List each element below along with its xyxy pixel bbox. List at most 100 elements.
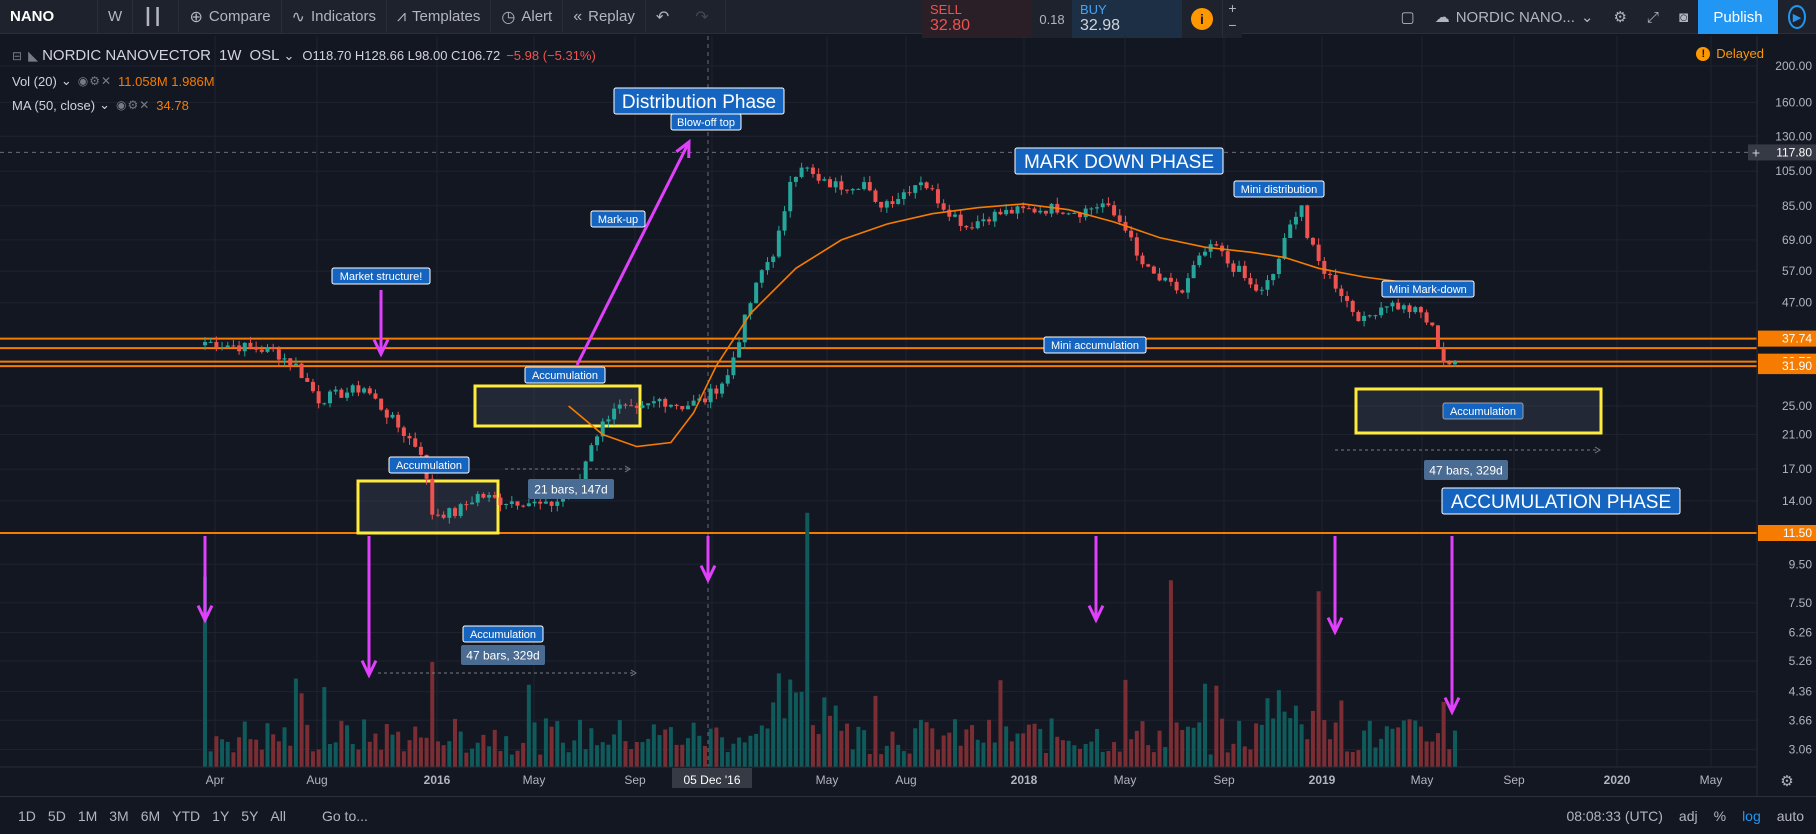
compare-button[interactable]: ⊕ Compare	[179, 0, 282, 34]
volume-bar	[481, 734, 486, 767]
volume-bar	[714, 727, 719, 767]
volume-bar	[759, 725, 764, 767]
range-3m[interactable]: 3M	[109, 807, 129, 824]
candle-body	[1350, 300, 1355, 312]
volume-bar	[509, 754, 514, 767]
range-1m[interactable]: 1M	[77, 807, 98, 824]
volume-bar	[1231, 743, 1236, 767]
volume-bar	[924, 722, 929, 767]
range-1y[interactable]: 1Y	[212, 807, 230, 824]
volume-climax-arrow-head	[360, 659, 378, 679]
replay-button[interactable]: « Replay	[563, 0, 646, 34]
volume-bar	[526, 684, 531, 767]
mini_accumulation-box	[1043, 336, 1147, 354]
collapse-icon[interactable]: ⊟	[12, 48, 23, 63]
time-tick-label: 2018	[1011, 773, 1038, 787]
candle-body	[850, 189, 855, 191]
range-ytd[interactable]: YTD	[172, 807, 201, 824]
candle-body	[703, 398, 707, 403]
interval-label: W	[108, 8, 123, 25]
candle-body	[918, 182, 923, 186]
snapshot-button[interactable]: ◙	[1669, 0, 1698, 34]
sell-button[interactable]: SELL 32.80	[922, 0, 1032, 38]
volume-bar	[697, 735, 702, 767]
markup-box	[590, 210, 646, 228]
undo-button[interactable]: ↶	[646, 0, 685, 34]
annotations: Distribution Phase Blow-off top MARK DOWN …	[331, 87, 1681, 665]
redo-button[interactable]: ↷	[685, 0, 726, 34]
volume-bar	[879, 754, 884, 767]
volume-bar	[1282, 711, 1287, 767]
candle-body	[538, 501, 543, 504]
sell-price: 32.80	[930, 17, 971, 34]
settings-button[interactable]: ⚙	[1603, 0, 1636, 34]
candle-body	[1095, 207, 1100, 209]
legend-interval: 1W	[218, 47, 242, 64]
candle-body	[396, 414, 401, 428]
clock[interactable]: 08:08:33 (UTC)	[1566, 807, 1663, 824]
delayed-indicator[interactable]: ! Delayed	[1696, 46, 1764, 61]
volume-bar	[242, 721, 247, 767]
volume-bar	[560, 742, 565, 767]
volume-bar	[310, 751, 315, 767]
volume-bar	[617, 720, 622, 767]
volume-bar	[998, 680, 1003, 767]
volume-bar	[867, 753, 872, 767]
range-5d[interactable]: 5D	[47, 807, 66, 824]
study-buttons[interactable]: ◉⚙✕	[116, 98, 151, 112]
candle-body	[328, 391, 332, 404]
price-tick-label: 14.00	[1782, 494, 1812, 508]
interval-button[interactable]: W	[98, 0, 134, 34]
candle-body	[464, 504, 469, 506]
time-tick-label: 2019	[1309, 773, 1336, 787]
volume-bar	[1418, 726, 1423, 767]
candle-body	[629, 405, 634, 407]
candle-body	[1214, 244, 1219, 246]
study-buttons[interactable]: ◉⚙✕	[77, 74, 113, 88]
camera-icon: ◙	[1678, 8, 1688, 26]
fullscreen-box-button[interactable]: ▢	[1391, 0, 1425, 34]
mini_accumulation-label: Mini accumulation	[1051, 340, 1139, 352]
indicators-button[interactable]: ∿ Indicators	[282, 0, 387, 34]
chart-style-button[interactable]: ┃┃	[133, 0, 180, 34]
buy-button[interactable]: BUY 32.98	[1072, 0, 1182, 38]
volume-label[interactable]: Vol (20)	[12, 73, 57, 89]
candle-body	[322, 403, 327, 405]
range-all[interactable]: All	[270, 807, 286, 824]
templates-button[interactable]: ⩘ Templates	[387, 0, 492, 34]
ma-label[interactable]: MA (50, close)	[12, 97, 96, 113]
chevron-down-icon[interactable]: ⌄	[60, 73, 72, 88]
volume-bar	[231, 752, 236, 767]
candle-body	[453, 508, 457, 516]
cloud-icon: ☁	[1434, 9, 1450, 26]
range-1d[interactable]: 1D	[18, 807, 36, 824]
auto-toggle[interactable]: auto	[1776, 807, 1804, 824]
stream-button[interactable]: ▶	[1778, 0, 1816, 34]
price-tick-label: 57.00	[1782, 264, 1812, 278]
log-toggle[interactable]: log	[1742, 807, 1761, 824]
chevron-down-icon[interactable]: ⌄	[99, 97, 110, 112]
trade-info-button[interactable]: i	[1182, 0, 1222, 38]
alert-button[interactable]: ◷ Alert	[491, 0, 564, 34]
accumulation_2-box	[388, 456, 470, 474]
time-tick-label: May	[1700, 773, 1723, 787]
volume-bar	[901, 751, 906, 767]
fullscreen-button[interactable]: ⤢	[1637, 0, 1669, 34]
layout-menu[interactable]: ☁ NORDIC NANO... ⌄	[1425, 0, 1604, 34]
candle-body	[1157, 273, 1162, 281]
volume-bar	[1151, 752, 1156, 767]
range-5y[interactable]: 5Y	[241, 807, 259, 824]
chevron-down-icon[interactable]: ⌄	[283, 47, 295, 63]
symbol-search[interactable]: NANO	[0, 0, 98, 34]
symbol-title[interactable]: NORDIC NANOVECTOR	[42, 47, 211, 64]
goto-date-button[interactable]: Go to...	[321, 807, 368, 824]
candle-body	[237, 345, 242, 352]
quantity-stepper[interactable]: + −	[1222, 0, 1242, 38]
minus-icon[interactable]: −	[1228, 17, 1237, 33]
candle-body	[1191, 265, 1196, 279]
plus-icon[interactable]: +	[1228, 0, 1237, 16]
percent-toggle[interactable]: %	[1713, 807, 1727, 824]
range-6m[interactable]: 6M	[140, 807, 161, 824]
adj-toggle[interactable]: adj	[1678, 807, 1698, 824]
publish-button[interactable]: Publish	[1698, 0, 1778, 34]
